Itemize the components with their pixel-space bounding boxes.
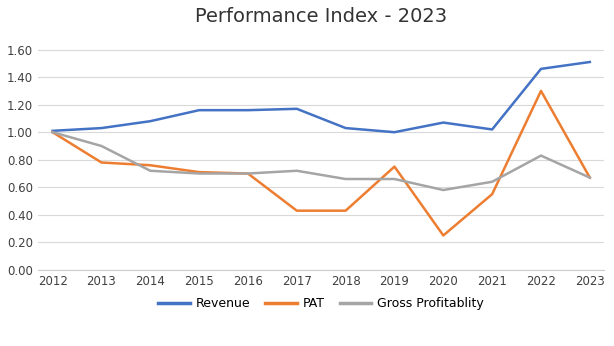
Revenue bbox=[98, 126, 105, 130]
Revenue bbox=[537, 67, 545, 71]
Gross Profitablity bbox=[293, 169, 300, 173]
PAT bbox=[586, 175, 594, 180]
Revenue bbox=[586, 60, 594, 64]
Title: Performance Index - 2023: Performance Index - 2023 bbox=[195, 7, 447, 26]
Gross Profitablity bbox=[586, 175, 594, 180]
PAT bbox=[489, 192, 496, 196]
Revenue bbox=[489, 127, 496, 131]
PAT bbox=[244, 171, 252, 175]
PAT bbox=[49, 130, 56, 134]
Revenue bbox=[342, 126, 349, 130]
Gross Profitablity bbox=[195, 171, 203, 175]
Gross Profitablity bbox=[244, 171, 252, 175]
Revenue bbox=[293, 107, 300, 111]
Gross Profitablity bbox=[537, 154, 545, 158]
PAT bbox=[293, 209, 300, 213]
Gross Profitablity bbox=[440, 188, 447, 192]
Line: Gross Profitablity: Gross Profitablity bbox=[53, 132, 590, 190]
Revenue bbox=[49, 129, 56, 133]
PAT bbox=[195, 170, 203, 174]
PAT bbox=[147, 163, 154, 167]
PAT bbox=[440, 234, 447, 238]
Line: PAT: PAT bbox=[53, 91, 590, 236]
Gross Profitablity bbox=[342, 177, 349, 181]
Gross Profitablity bbox=[98, 144, 105, 148]
Revenue bbox=[440, 120, 447, 125]
Gross Profitablity bbox=[489, 180, 496, 184]
Gross Profitablity bbox=[49, 130, 56, 134]
Revenue bbox=[195, 108, 203, 112]
PAT bbox=[342, 209, 349, 213]
PAT bbox=[537, 89, 545, 93]
Line: Revenue: Revenue bbox=[53, 62, 590, 132]
Revenue bbox=[391, 130, 398, 134]
Gross Profitablity bbox=[391, 177, 398, 181]
Revenue bbox=[244, 108, 252, 112]
PAT bbox=[391, 165, 398, 169]
Revenue bbox=[147, 119, 154, 123]
Legend: Revenue, PAT, Gross Profitablity: Revenue, PAT, Gross Profitablity bbox=[154, 292, 489, 315]
PAT bbox=[98, 161, 105, 165]
Gross Profitablity bbox=[147, 169, 154, 173]
